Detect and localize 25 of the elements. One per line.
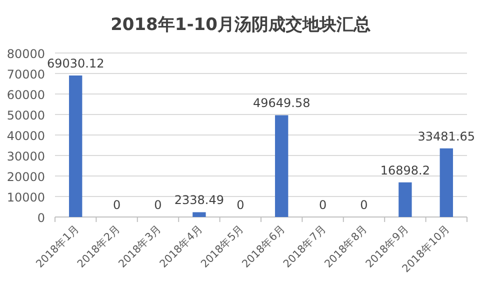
y-tick-label: 70000 <box>6 68 45 82</box>
bar <box>192 212 206 217</box>
y-tick-label: 80000 <box>6 47 45 61</box>
y-tick-label: 60000 <box>6 88 45 102</box>
bar <box>69 75 82 217</box>
y-tick-label: 40000 <box>6 129 45 143</box>
data-label: 49649.58 <box>252 96 310 110</box>
data-label: 0 <box>236 198 244 212</box>
data-label: 0 <box>154 198 162 212</box>
y-tick-label: 10000 <box>6 190 45 204</box>
data-label: 0 <box>112 198 121 212</box>
data-label: 0 <box>360 198 368 212</box>
chart-title: 2018年1-10月汤阴成交地块汇总 <box>110 15 370 35</box>
bar <box>275 115 288 217</box>
y-tick-label: 0 <box>37 211 45 225</box>
data-label: 69030.12 <box>46 56 104 70</box>
data-label: 33481.65 <box>418 129 476 144</box>
bar <box>440 148 453 217</box>
data-label: 0 <box>318 198 327 212</box>
bar <box>398 182 412 217</box>
y-tick-label: 30000 <box>6 150 45 164</box>
data-label: 2338.49 <box>174 193 224 208</box>
y-tick-label: 50000 <box>6 108 45 122</box>
data-label: 16898.2 <box>380 163 430 178</box>
y-tick-label: 20000 <box>6 170 45 184</box>
